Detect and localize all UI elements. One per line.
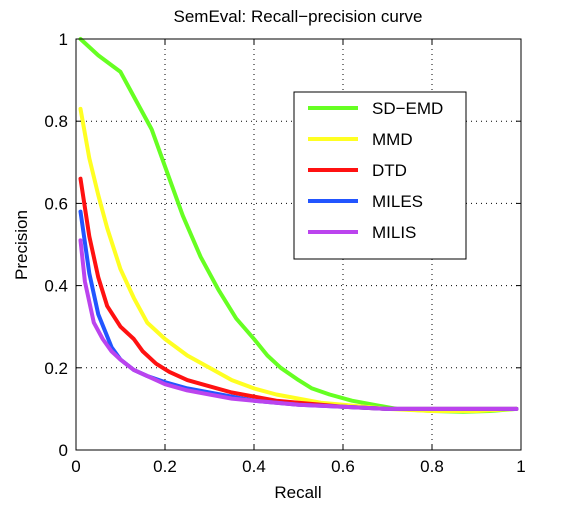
legend-label-4: MILES: [372, 192, 423, 211]
x-tick-label: 0.4: [242, 457, 266, 476]
y-tick-label: 0.8: [44, 112, 68, 131]
legend: SD−EMD MMD DTD MILES MILIS: [293, 91, 467, 260]
y-tick-label: 1: [59, 30, 68, 49]
legend-label-2: MMD: [372, 130, 413, 149]
legend-label-3: DTD: [372, 161, 407, 180]
y-tick-label: 0: [59, 441, 68, 460]
x-tick-label: 0.8: [420, 457, 444, 476]
series-line-5: [78, 238, 519, 411]
axis-ticks: 0 0.2 0.4 0.6 0.8 1 0 0.2 0.4 0.6 0.8 1: [44, 30, 525, 476]
y-tick-label: 0.2: [44, 359, 68, 378]
x-axis-label: Recall: [274, 483, 321, 502]
x-tick-label: 0.2: [153, 457, 177, 476]
legend-label-1: SD−EMD: [372, 99, 443, 118]
x-tick-label: 1: [516, 457, 525, 476]
y-axis-label: Precision: [12, 210, 31, 280]
y-tick-label: 0.4: [44, 277, 68, 296]
x-tick-label: 0: [71, 457, 80, 476]
chart-title: SemEval: Recall−precision curve: [174, 7, 423, 26]
legend-label-5: MILIS: [372, 223, 416, 242]
plot-frame: [75, 38, 522, 451]
series-lines: [78, 37, 519, 414]
y-tick-label: 0.6: [44, 194, 68, 213]
x-tick-label: 0.6: [331, 457, 355, 476]
